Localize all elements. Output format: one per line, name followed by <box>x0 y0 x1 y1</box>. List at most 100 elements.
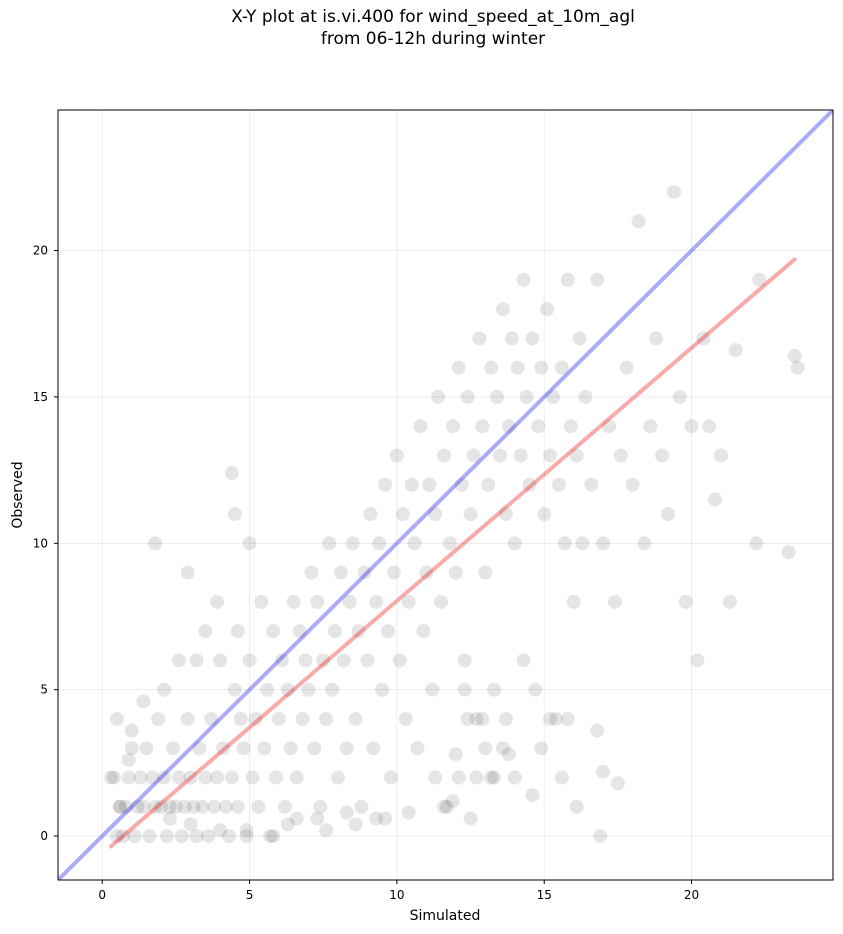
data-point <box>590 723 605 738</box>
data-point <box>445 419 460 434</box>
data-point <box>787 348 802 363</box>
data-point <box>189 829 204 844</box>
data-point <box>434 594 449 609</box>
data-point <box>289 770 304 785</box>
axes-frame <box>57 109 834 881</box>
data-point <box>357 565 372 580</box>
data-point <box>375 682 390 697</box>
data-point <box>463 811 478 826</box>
data-point <box>469 711 484 726</box>
data-point <box>230 799 245 814</box>
data-point <box>525 788 540 803</box>
data-point <box>590 272 605 287</box>
data-point <box>637 536 652 551</box>
data-point <box>207 799 222 814</box>
data-point <box>389 448 404 463</box>
data-point <box>283 741 298 756</box>
data-point <box>516 272 531 287</box>
data-point <box>481 477 496 492</box>
data-point <box>115 829 130 844</box>
data-point <box>292 624 307 639</box>
data-point <box>325 682 340 697</box>
data-point <box>339 741 354 756</box>
data-point <box>445 793 460 808</box>
data-point <box>289 811 304 826</box>
data-point <box>649 331 664 346</box>
data-point <box>431 389 446 404</box>
data-point <box>313 799 328 814</box>
data-point <box>484 770 499 785</box>
data-point <box>330 770 345 785</box>
x-tick-label: 10 <box>389 888 404 902</box>
data-point <box>177 799 192 814</box>
data-point <box>484 360 499 375</box>
data-point <box>381 624 396 639</box>
data-point <box>224 770 239 785</box>
data-point <box>708 492 723 507</box>
data-point <box>210 594 225 609</box>
data-point <box>145 770 160 785</box>
data-point <box>439 799 454 814</box>
data-point <box>304 565 319 580</box>
data-point <box>460 389 475 404</box>
data-point <box>274 653 289 668</box>
data-point <box>112 799 127 814</box>
x-tick-label: 15 <box>537 888 552 902</box>
data-point <box>448 747 463 762</box>
data-point <box>407 536 422 551</box>
data-point <box>316 653 331 668</box>
data-point <box>383 770 398 785</box>
data-point <box>560 272 575 287</box>
data-point <box>560 711 575 726</box>
data-point <box>348 711 363 726</box>
data-point <box>442 536 457 551</box>
data-point <box>336 653 351 668</box>
data-point <box>593 829 608 844</box>
data-point <box>398 711 413 726</box>
data-point <box>104 770 119 785</box>
data-point <box>106 770 121 785</box>
data-point <box>342 594 357 609</box>
data-point <box>602 419 617 434</box>
data-point <box>469 770 484 785</box>
data-point <box>540 302 555 317</box>
data-point <box>286 594 301 609</box>
data-point <box>130 799 145 814</box>
data-point <box>162 799 177 814</box>
x-axis-label: Simulated <box>410 908 481 924</box>
data-point <box>466 448 481 463</box>
data-point <box>151 711 166 726</box>
data-point <box>165 741 180 756</box>
data-point <box>322 536 337 551</box>
data-point <box>280 817 295 832</box>
one-to-one-line <box>58 110 833 880</box>
data-point <box>498 711 513 726</box>
data-point <box>230 624 245 639</box>
data-point <box>378 477 393 492</box>
data-point <box>451 360 466 375</box>
data-point <box>213 823 228 838</box>
data-point <box>569 448 584 463</box>
data-point <box>327 624 342 639</box>
scatter-points <box>104 184 805 844</box>
data-point <box>109 711 124 726</box>
data-point <box>339 805 354 820</box>
data-point <box>525 331 540 346</box>
data-point <box>613 448 628 463</box>
chart-title-line-1: X-Y plot at is.vi.400 for wind_speed_at_… <box>231 7 635 27</box>
data-point <box>263 829 278 844</box>
data-point <box>154 799 169 814</box>
data-point <box>457 653 472 668</box>
data-point <box>192 741 207 756</box>
data-point <box>227 507 242 522</box>
data-point <box>280 682 295 697</box>
data-point <box>596 764 611 779</box>
data-point <box>678 594 693 609</box>
y-tick-label: 20 <box>33 244 48 258</box>
data-point <box>378 811 393 826</box>
data-point <box>369 811 384 826</box>
data-point <box>546 389 561 404</box>
data-point <box>475 419 490 434</box>
data-point <box>690 653 705 668</box>
